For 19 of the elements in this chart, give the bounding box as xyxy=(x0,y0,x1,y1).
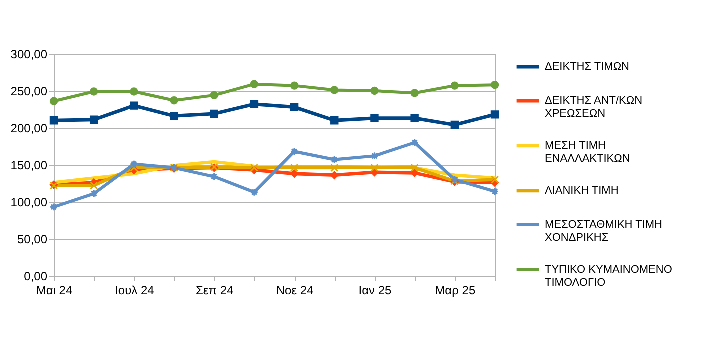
x-tick-label: Μαρ 25 xyxy=(435,284,476,298)
x-tick-label: Σεπ 24 xyxy=(196,284,234,298)
y-tick-label: 50,00 xyxy=(17,232,48,246)
x-tick-label: Μαι 24 xyxy=(36,284,73,298)
y-tick-label: 100,00 xyxy=(10,196,48,210)
legend-label: ΔΕΙΚΤΗΣ ΑΝΤ/ΚΩΝ ΧΡΕΩΣΕΩΝ xyxy=(545,95,643,120)
x-tick-label: Νοε 24 xyxy=(276,284,314,298)
legend-label: ΔΕΙΚΤΗΣ ΤΙΜΩΝ xyxy=(545,61,630,73)
legend-label: ΜΕΣΟΣΤΑΘΜΙΚΗ ΤΙΜΗ ΧΟΝΔΡΙΚΗΣ xyxy=(545,219,663,244)
y-tick-label: 150,00 xyxy=(10,158,48,172)
x-tick-label: Ιαν 25 xyxy=(358,284,392,298)
y-tick-label: 200,00 xyxy=(10,122,48,136)
x-tick-label: Ιουλ 24 xyxy=(115,284,155,298)
y-tick-label: 300,00 xyxy=(10,48,48,62)
legend-label: ΜΕΣΗ ΤΙΜΗ ΕΝΑΛΛΑΚΤΙΚΩΝ xyxy=(545,140,630,165)
legend-label: ΤΥΠΙΚΟ ΚΥΜΑΙΝΟΜΕΝΟ ΤΙΜΟΛΟΓΙΟ xyxy=(545,264,673,289)
y-tick-label: 0,00 xyxy=(24,270,48,284)
y-tick-label: 250,00 xyxy=(10,84,48,98)
legend-label: ΛΙΑΝΙΚΗ ΤΙΜΗ xyxy=(545,185,619,197)
